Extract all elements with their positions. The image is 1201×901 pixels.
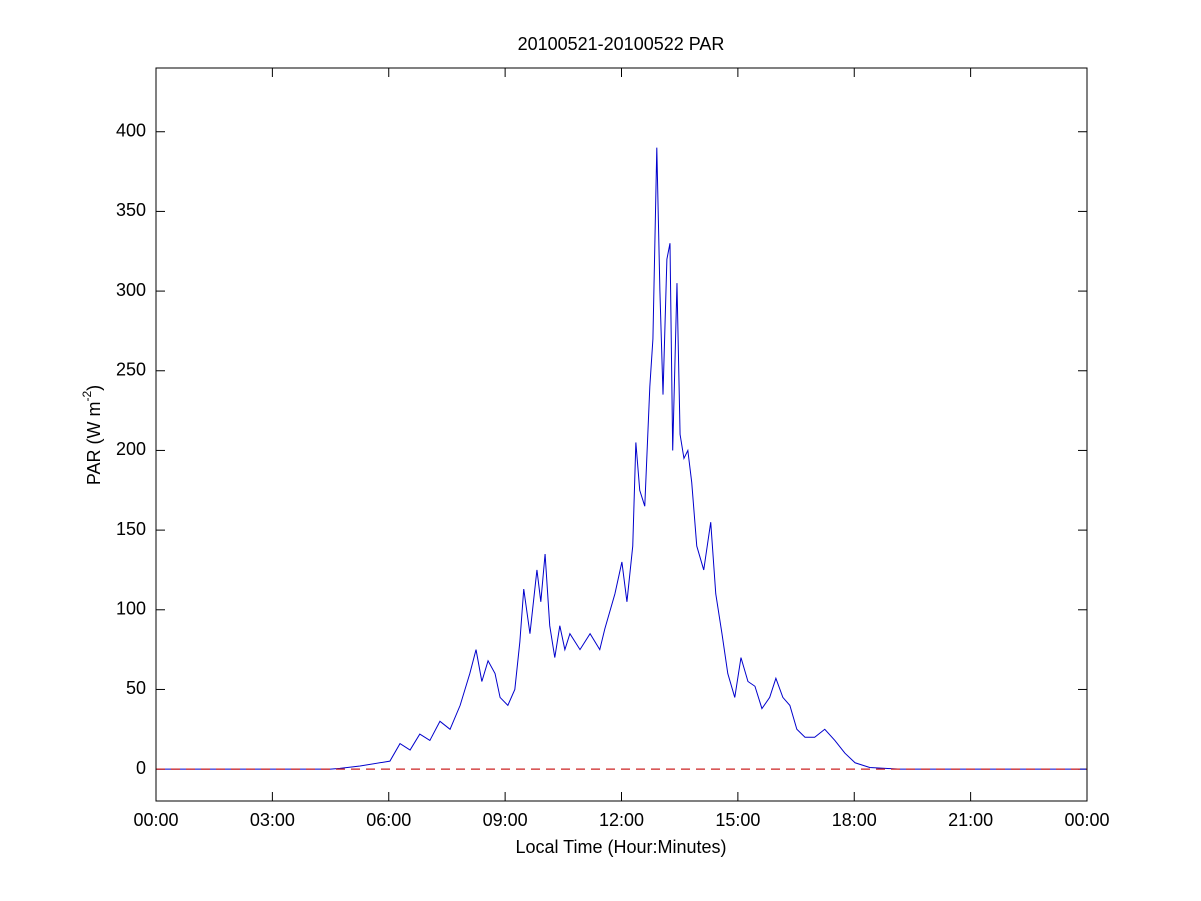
y-axis-label-end: ) [84,385,104,391]
y-tick-label: 350 [116,200,146,220]
y-axis-label-main: PAR (W m [84,402,104,486]
plot-frame [155,67,1088,802]
x-tick-label: 03:00 [250,810,295,830]
y-tick-label: 150 [116,519,146,539]
x-tick-label: 06:00 [366,810,411,830]
x-tick-label: 18:00 [832,810,877,830]
y-tick-label: 0 [136,758,146,778]
x-tick-label: 00:00 [133,810,178,830]
y-tick-label: 200 [116,439,146,459]
y-tick-label: 400 [116,120,146,140]
data-line [156,147,1087,770]
y-tick-label: 50 [126,678,146,698]
x-tick-label: 09:00 [483,810,528,830]
x-tick-label: 15:00 [715,810,760,830]
y-axis-label: PAR (W m-2) [80,385,104,485]
y-tick-label: 100 [116,599,146,619]
y-tick-label: 300 [116,280,146,300]
y-axis-label-sup: -2 [80,391,94,402]
x-tick-label: 12:00 [599,810,644,830]
chart-title: 20100521-20100522 PAR [518,34,725,54]
x-tick-label: 00:00 [1064,810,1109,830]
x-axis-label: Local Time (Hour:Minutes) [515,837,726,857]
x-tick-label: 21:00 [948,810,993,830]
y-tick-label: 250 [116,360,146,380]
